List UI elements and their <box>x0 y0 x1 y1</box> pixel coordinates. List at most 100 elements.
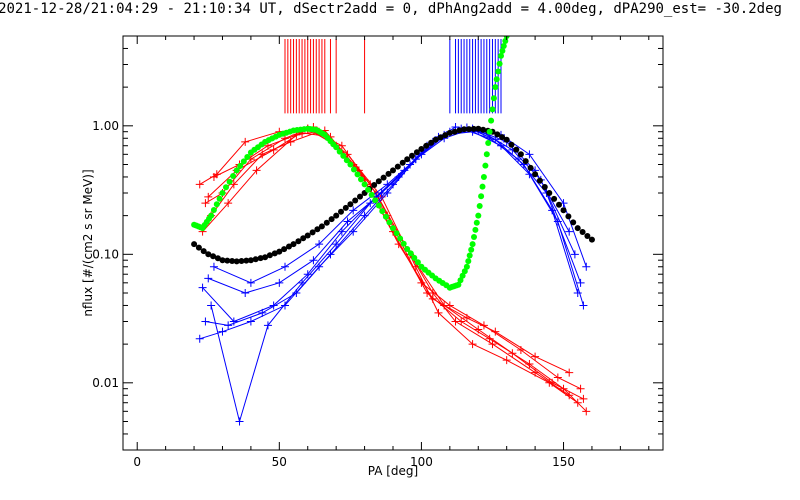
red-data-point <box>195 180 204 189</box>
green-curve-point <box>354 171 361 178</box>
black-curve-point <box>333 212 340 219</box>
black-curve-point <box>304 232 311 239</box>
black-curve-point <box>428 139 435 146</box>
blue-data-point <box>383 180 392 189</box>
red-data-point <box>229 180 238 189</box>
black-curve-point <box>404 156 411 163</box>
black-curve-point <box>588 236 595 243</box>
blue-data-point <box>303 270 312 279</box>
green-curve-point <box>414 259 421 266</box>
black-curve-point <box>503 136 510 143</box>
black-curve-point <box>413 149 420 156</box>
green-curve-point <box>468 246 475 253</box>
blue-data-point <box>332 240 341 249</box>
green-curve-point <box>404 246 411 252</box>
green-curve-point <box>486 128 493 135</box>
green-curve-point <box>489 106 496 113</box>
green-curve-point <box>493 76 500 83</box>
green-curve-point <box>390 225 396 232</box>
blue-data-point <box>576 278 585 287</box>
black-curve-point <box>499 134 506 141</box>
black-curve-point <box>195 244 202 251</box>
green-curve-point <box>347 161 354 168</box>
green-curve-point <box>499 47 506 54</box>
green-curve-point <box>336 148 343 155</box>
red-data-point <box>531 352 540 361</box>
green-curve-point <box>333 144 340 151</box>
black-curve-point <box>470 125 477 132</box>
y-tick-label: 1.00 <box>92 119 119 133</box>
red-data-point <box>209 172 218 181</box>
black-curve-point <box>409 152 415 159</box>
blue-data-point <box>235 417 244 426</box>
blue-data-point <box>263 321 272 330</box>
black-curve-point <box>570 219 577 226</box>
blue-data-point <box>298 278 307 287</box>
green-curve-point <box>365 186 372 193</box>
red-series-line <box>207 128 584 400</box>
blue-data-point <box>343 217 352 226</box>
green-curve-point <box>472 226 479 233</box>
black-curve-point <box>309 229 316 236</box>
blue-data-point <box>360 211 369 220</box>
blue-data-point <box>497 141 505 150</box>
blue-data-point <box>209 262 218 271</box>
black-curve-point <box>574 225 581 232</box>
blue-data-point <box>579 301 588 310</box>
red-data-point <box>440 301 449 310</box>
black-curve-point <box>418 146 425 152</box>
blue-data-point <box>525 150 534 159</box>
green-curve-point <box>407 250 414 257</box>
x-axis-label: PA [deg] <box>368 464 418 478</box>
red-data-point <box>502 356 511 365</box>
black-curve-point <box>432 136 439 143</box>
black-curve-point <box>584 233 591 239</box>
blue-data-point <box>218 327 227 336</box>
red-data-point <box>224 199 233 208</box>
green-curve-point <box>457 277 464 284</box>
red-data-point <box>565 368 574 377</box>
black-curve-point <box>513 146 520 153</box>
green-curve-point <box>230 173 237 179</box>
green-curve-point <box>490 95 497 102</box>
green-curve-point <box>476 203 483 209</box>
green-curve-point <box>350 166 357 173</box>
black-curve-point <box>380 174 387 181</box>
green-curve-point <box>233 167 240 174</box>
red-data-point <box>474 325 483 334</box>
green-curve-point <box>473 219 480 226</box>
black-curve-point <box>371 182 378 188</box>
red-data-point <box>457 317 466 326</box>
red-data-point <box>488 340 497 349</box>
black-curve-point <box>266 252 273 259</box>
black-curve-point <box>475 125 482 132</box>
green-curve-point <box>463 263 470 270</box>
y-axis-label: nflux [#/(cm2 s sr MeV)] <box>81 169 95 316</box>
green-curve-point <box>483 151 490 158</box>
green-curve-point <box>492 84 499 91</box>
black-curve-point <box>328 216 335 223</box>
green-curve-point <box>478 193 485 200</box>
blue-data-point <box>224 321 233 330</box>
black-curve-point <box>257 255 264 262</box>
blue-data-point <box>582 262 591 271</box>
green-curve-point <box>479 183 486 190</box>
black-curve-point <box>262 254 269 261</box>
black-curve-point <box>205 251 212 258</box>
green-curve-point <box>386 219 393 226</box>
green-curve-point <box>240 158 247 165</box>
blue-data-point <box>275 278 284 287</box>
black-curve-point <box>560 207 567 214</box>
red-data-point <box>468 340 477 349</box>
blue-data-point <box>281 262 289 271</box>
x-tick-label: 150 <box>552 455 575 469</box>
black-curve-point <box>546 190 553 196</box>
black-curve-point <box>352 197 359 204</box>
y-tick-label: 0.01 <box>92 376 119 390</box>
blue-data-point <box>377 189 386 198</box>
black-curve-point <box>437 134 444 141</box>
black-curve-point <box>456 127 463 134</box>
green-curve-point <box>226 178 233 185</box>
black-curve-point <box>318 223 325 230</box>
